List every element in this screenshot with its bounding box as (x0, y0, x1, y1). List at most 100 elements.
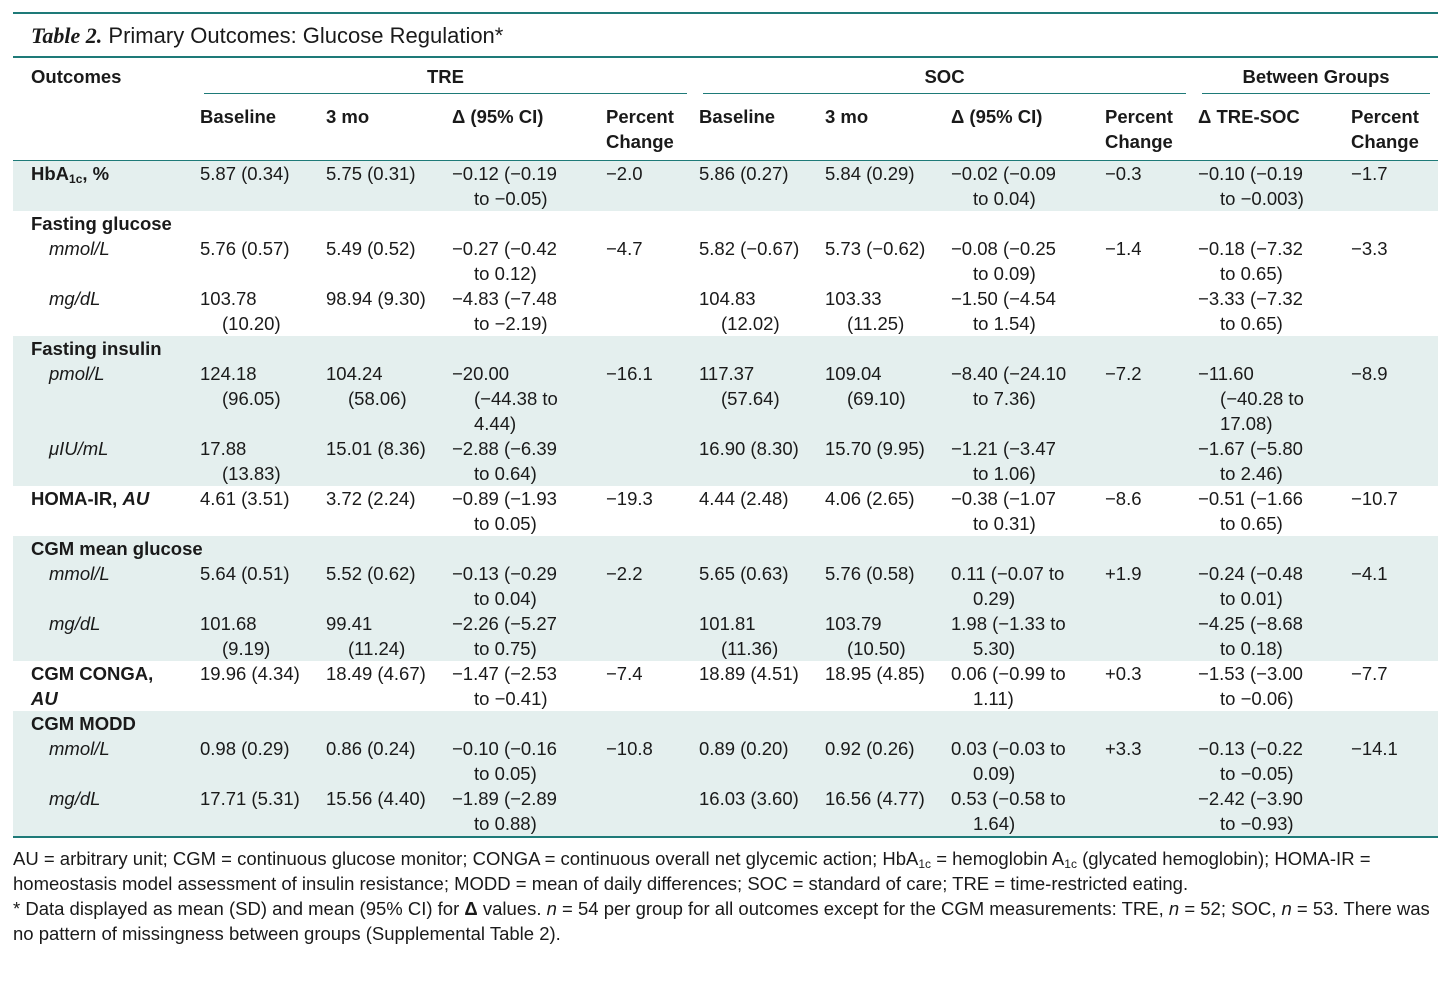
cell: −0.12 (−0.19 to −0.05) (448, 160, 602, 211)
cell: +3.3 (1101, 736, 1195, 786)
table-row: mg/dL 103.78 (10.20) 98.94 (9.30) −4.83 (… (13, 286, 1438, 336)
cell: 5.65 (0.63) (695, 561, 821, 611)
cell: 99.41 (11.24) (322, 611, 448, 661)
cell: −0.18 (−7.32 to 0.65) (1198, 238, 1303, 284)
cell: +1.9 (1101, 561, 1195, 611)
cell: 5.76 (0.57) (200, 238, 290, 259)
cell: −2.2 (602, 561, 695, 611)
cell: 5.49 (0.52) (326, 238, 416, 259)
table-row: CGM mean glucose (13, 536, 1439, 561)
table-row: Fasting insulin (13, 336, 1439, 361)
cell: −0.02 (−0.09 to 0.04) (947, 160, 1101, 211)
bottom-rule (13, 836, 1438, 838)
abbreviations-footnote: AU = arbitrary unit; CGM = continuous gl… (13, 848, 1371, 894)
cell: −7.4 (606, 663, 643, 684)
cell: 16.90 (8.30) (695, 436, 821, 486)
cell: 0.11 (−0.07 to 0.29) (947, 561, 1101, 611)
tre-pct-header: Percent Change (606, 106, 674, 152)
cell: 103.33 (11.25) (825, 288, 905, 334)
tre-baseline-header: Baseline (200, 106, 277, 127)
cell: 0.03 (−0.03 to 0.09) (947, 736, 1101, 786)
cell: 17.88 (13.83) (196, 436, 322, 486)
cell: 0.89 (0.20) (695, 736, 821, 786)
row-label-homa-ir: HOMA-IR, AU (31, 488, 150, 509)
cell: 5.84 (0.29) (821, 160, 947, 211)
cell: −1.89 (−2.89 to 0.88) (448, 786, 602, 836)
cell: 4.06 (2.65) (825, 488, 915, 509)
cell: −0.89 (−1.93 to 0.05) (452, 488, 557, 534)
between-group-header: Between Groups (1194, 58, 1438, 98)
cell: 103.78 (10.20) (200, 288, 281, 334)
top-rule (13, 12, 1438, 14)
table-page: Table 2. Primary Outcomes: Glucose Regul… (13, 0, 1439, 946)
cell: −0.3 (1101, 160, 1195, 211)
tre-soc-delta-header: Δ TRE-SOC (1198, 106, 1300, 127)
outcomes-header: Outcomes (31, 66, 122, 87)
footnotes: AU = arbitrary unit; CGM = continuous gl… (13, 846, 1438, 946)
cell: 19.96 (4.34) (200, 663, 300, 684)
unit-label: mmol/L (13, 561, 196, 611)
cell: 0.06 (−0.99 to 1.11) (951, 663, 1066, 709)
row-label-cgm-modd: CGM MODD (13, 711, 1439, 736)
cell: 1.98 (−1.33 to 5.30) (947, 611, 1101, 661)
cell: −1.53 (−3.00 to −0.06) (1198, 663, 1303, 709)
cell: −3.3 (1351, 238, 1388, 259)
soc-3mo-header: 3 mo (825, 106, 869, 127)
cell: 5.75 (0.31) (322, 160, 448, 211)
cell: −1.21 (−3.47 to 1.06) (947, 436, 1101, 486)
tre-delta-header: Δ (95% CI) (452, 106, 544, 127)
cell: 117.37 (57.64) (695, 361, 821, 436)
cell: −0.13 (−0.22 to −0.05) (1194, 736, 1348, 786)
cell: −3.33 (−7.32 to 0.65) (1198, 288, 1303, 334)
table-number: Table 2. (31, 23, 103, 48)
cell: 101.81 (11.36) (695, 611, 821, 661)
soc-group-header: SOC (695, 58, 1194, 98)
table-row: pmol/L 124.18 (96.05) 104.24 (58.06) −20.0… (13, 361, 1439, 436)
cell: 15.70 (9.95) (821, 436, 947, 486)
soc-baseline-header: Baseline (699, 106, 776, 127)
cell: −2.88 (−6.39 to 0.64) (448, 436, 602, 486)
unit-label: mg/dL (49, 288, 101, 309)
asterisk-footnote: * Data displayed as mean (SD) and mean (… (13, 898, 1430, 944)
unit-label: mmol/L (49, 238, 110, 259)
table-row: mmol/L 5.76 (0.57) 5.49 (0.52) −0.27 (−0… (13, 236, 1438, 286)
cell: 3.72 (2.24) (326, 488, 416, 509)
cell: −4.83 (−7.48 to −2.19) (452, 288, 557, 334)
cell: 104.24 (58.06) (322, 361, 448, 436)
unit-label: pmol/L (13, 361, 196, 436)
cell: −0.38 (−1.07 to 0.31) (951, 488, 1056, 534)
cell: 5.76 (0.58) (821, 561, 947, 611)
cell: −10.7 (1351, 488, 1398, 509)
cell: −0.10 (−0.16 to 0.05) (448, 736, 602, 786)
cell: −4.25 (−8.68 to 0.18) (1194, 611, 1348, 661)
cell: −0.10 (−0.19 to −0.003) (1194, 160, 1348, 211)
cell: −7.2 (1101, 361, 1195, 436)
row-label-hba1c: HbA1c, % (13, 160, 196, 211)
cell: −4.1 (1347, 561, 1439, 611)
cell: 104.83 (12.02) (699, 288, 780, 334)
cell: 0.53 (−0.58 to 1.64) (947, 786, 1101, 836)
cell: 16.56 (4.77) (821, 786, 947, 836)
table-caption: Primary Outcomes: Glucose Regulation* (108, 23, 504, 48)
between-pct-header: Percent Change (1351, 106, 1419, 152)
cell: −2.42 (−3.90 to −0.93) (1194, 786, 1348, 836)
row-label-fasting-insulin: Fasting insulin (13, 336, 1439, 361)
tre-3mo-header: 3 mo (326, 106, 370, 127)
cell: 5.87 (0.34) (196, 160, 322, 211)
cell: −20.00 (−44.38 to 4.44) (448, 361, 602, 436)
cell: 5.52 (0.62) (322, 561, 448, 611)
cell: 15.56 (4.40) (322, 786, 448, 836)
table-row: mmol/L 5.64 (0.51) 5.52 (0.62) −0.13 (−0… (13, 561, 1439, 611)
table-row: mg/dL 17.71 (5.31) 15.56 (4.40) −1.89 (−… (13, 786, 1439, 836)
soc-delta-header: Δ (95% CI) (951, 106, 1043, 127)
outcomes-table: Outcomes TRE SOC Between Groups Baseline… (13, 58, 1439, 836)
table-title: Table 2. Primary Outcomes: Glucose Regul… (13, 14, 1438, 58)
table-row: CGM CONGA, AU 19.96 (4.34) 18.49 (4.67) −… (13, 661, 1438, 711)
table-row: HOMA-IR, AU 4.61 (3.51) 3.72 (2.24) −0.8… (13, 486, 1438, 536)
cell: −0.13 (−0.29 to 0.04) (448, 561, 602, 611)
cell: −14.1 (1347, 736, 1439, 786)
cell: 17.71 (5.31) (196, 786, 322, 836)
cell: −8.9 (1347, 361, 1439, 436)
unit-label: mg/dL (13, 786, 196, 836)
cell: 18.49 (4.67) (326, 663, 426, 684)
